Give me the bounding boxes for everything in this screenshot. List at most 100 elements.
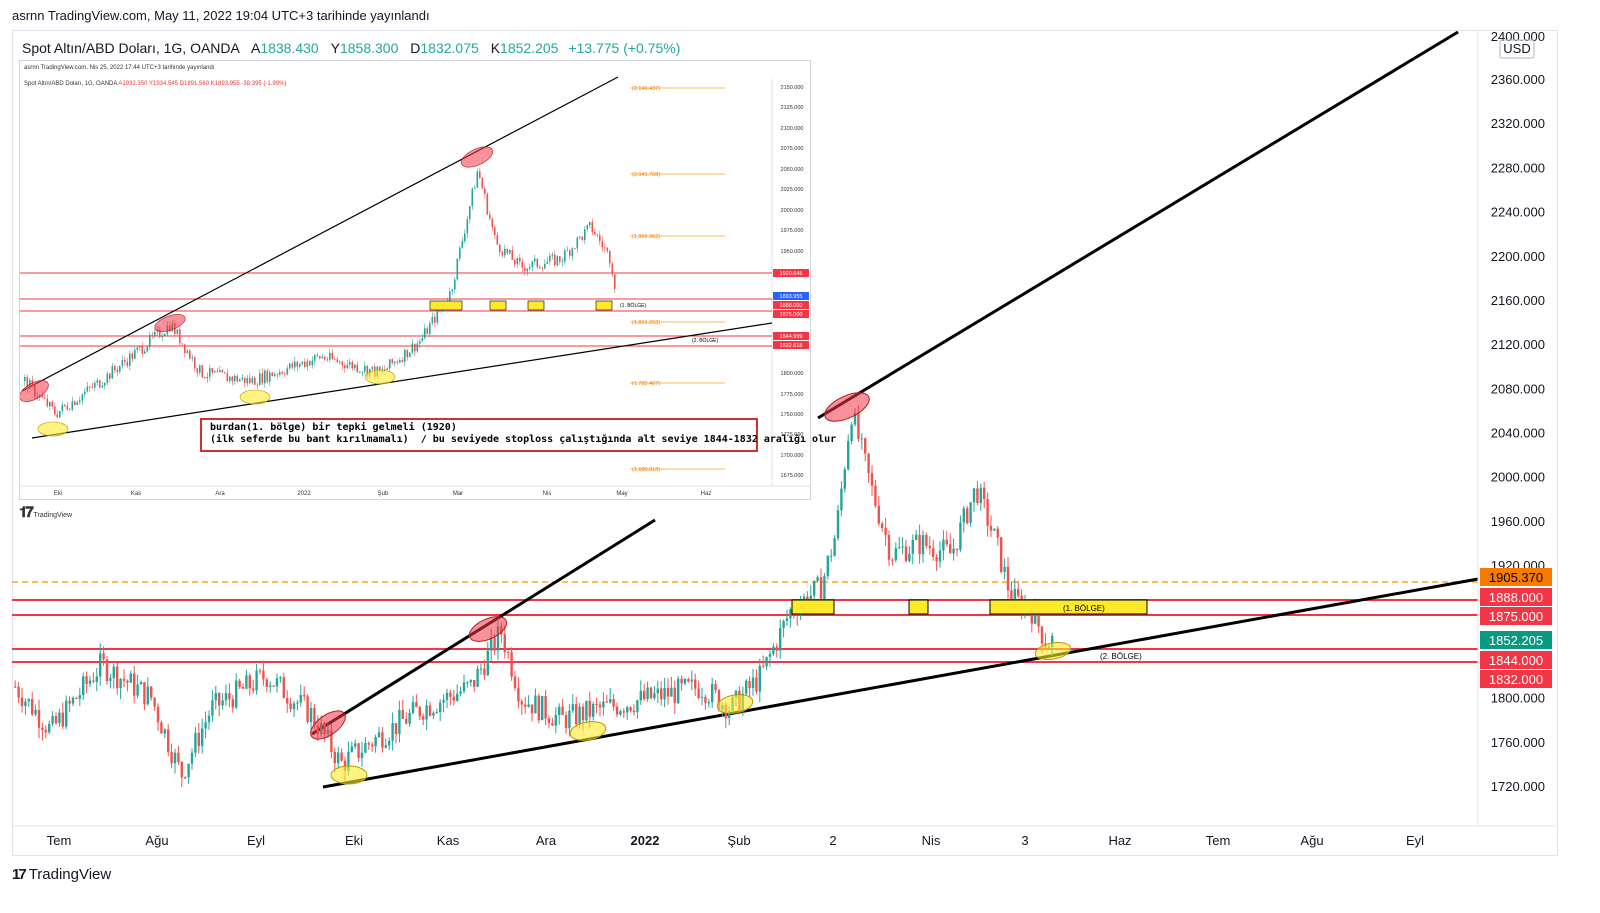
candle-body (255, 670, 258, 691)
inset-candle-body (149, 334, 151, 347)
candle-body (959, 522, 962, 550)
inset-time-tick-8: Haz (701, 491, 712, 497)
low-label: D (410, 40, 421, 56)
inset-candle-body (406, 349, 409, 358)
candle-body (520, 701, 523, 705)
inset-price-tag-1: 1893.955 (780, 294, 803, 300)
candle-body (928, 545, 931, 549)
candle-body (694, 679, 697, 689)
time-tick-11: Haz (1108, 833, 1131, 848)
inset-candle-body (364, 365, 366, 372)
inset-candle-body (509, 250, 511, 254)
inset-candle-body (416, 343, 419, 352)
candle-body (462, 682, 466, 692)
inset-candle-body (331, 352, 334, 359)
inset-candle-body (181, 343, 184, 345)
inset-candle-body (321, 356, 324, 359)
inset-candle-body (349, 362, 351, 365)
inset-candle-body (226, 373, 229, 381)
low-ellipse-jan (716, 694, 754, 714)
inset-price-tick-1: 2125.000 (781, 105, 804, 111)
price-tick-13: 1800.000 (1491, 691, 1545, 706)
candle-body (343, 760, 347, 771)
candle-body (153, 697, 156, 707)
candle-body (432, 712, 435, 716)
inset-candle-body (576, 237, 579, 249)
inset-candle-body (589, 222, 591, 226)
candle-body (517, 687, 520, 702)
zone1-box-b (908, 599, 929, 615)
time-tick-4: Kas (437, 833, 460, 848)
price-tick-9: 2040.000 (1491, 426, 1545, 441)
inset-price-tick-7: 1975.000 (781, 228, 804, 234)
candle-body (439, 702, 442, 713)
inset-candle-body (116, 370, 119, 372)
footer-brand[interactable]: 17 TradingView (12, 866, 111, 883)
inset-candle-body (271, 372, 274, 377)
inset-candle-body (164, 334, 166, 337)
candle-body (748, 680, 751, 689)
inset-candle-body (591, 222, 594, 232)
inset-candle-body (151, 334, 154, 337)
inset-candle-body (521, 261, 524, 268)
chart-frame[interactable] (12, 30, 1558, 856)
candle-body (537, 695, 540, 721)
candle-body (377, 732, 381, 738)
inset-candle-body (491, 218, 494, 228)
inset-price-tag-bg-1 (773, 292, 809, 300)
candle-body (418, 707, 421, 717)
inset-price-tag-3: 1875.000 (780, 312, 803, 318)
candle-body (367, 743, 370, 745)
upper-trendline-long (817, 30, 1459, 420)
candle-body (918, 534, 921, 555)
candle-body (75, 697, 78, 699)
price-tag-bg-5 (1480, 670, 1552, 688)
inset-candle-body (91, 387, 94, 388)
candle-body (585, 700, 588, 721)
candle-body (173, 752, 177, 764)
inset-candle-body (214, 371, 216, 373)
candle-body (673, 687, 676, 704)
inset-candle-body (534, 258, 536, 262)
candle-body (904, 546, 908, 562)
inset-candle-body (126, 361, 129, 366)
inset-candle-body (294, 361, 296, 368)
candle-body (874, 485, 877, 506)
candle-body (17, 686, 20, 698)
candle-body (364, 743, 367, 753)
time-tick-1: Ağu (145, 833, 168, 848)
open-label: A (250, 40, 261, 56)
candle-body (449, 692, 452, 697)
inset-candle-body (581, 236, 584, 240)
inset-candle-body (106, 373, 109, 383)
inset-candle-body (201, 365, 204, 378)
candle-body (758, 665, 761, 692)
inset-candle-body (254, 378, 256, 385)
inset-candle-body (66, 406, 69, 410)
analysis-note: burdan(1. bölge) bir tepki gelmeli (1920… (200, 418, 836, 452)
inset-price-tag-4: 1844.999 (780, 334, 803, 340)
inset-candle-body (239, 379, 241, 382)
inset-candle-body (571, 248, 574, 256)
candle-body (122, 678, 126, 681)
zone2-label: (2. BÖLGE) (1100, 652, 1142, 661)
inset-time-tick-6: Nis (543, 491, 552, 497)
inset-candle-body (314, 355, 316, 361)
inset-candle-body (361, 371, 364, 373)
inset-candle-body (566, 250, 569, 252)
candle-body (646, 687, 649, 700)
inset-candle-body (79, 400, 81, 403)
time-tick-12: Tem (1206, 833, 1231, 848)
inset-candle-body (574, 248, 576, 250)
candle-body (966, 508, 969, 523)
candle-body (99, 653, 102, 677)
candle-body (544, 696, 547, 719)
candle-body (507, 652, 510, 654)
inset-candle-body (61, 404, 64, 412)
candle-body (547, 718, 551, 724)
inset-candle-body (504, 248, 506, 256)
candle-body (775, 646, 778, 651)
candle-body (595, 703, 598, 705)
candle-body (887, 535, 891, 560)
